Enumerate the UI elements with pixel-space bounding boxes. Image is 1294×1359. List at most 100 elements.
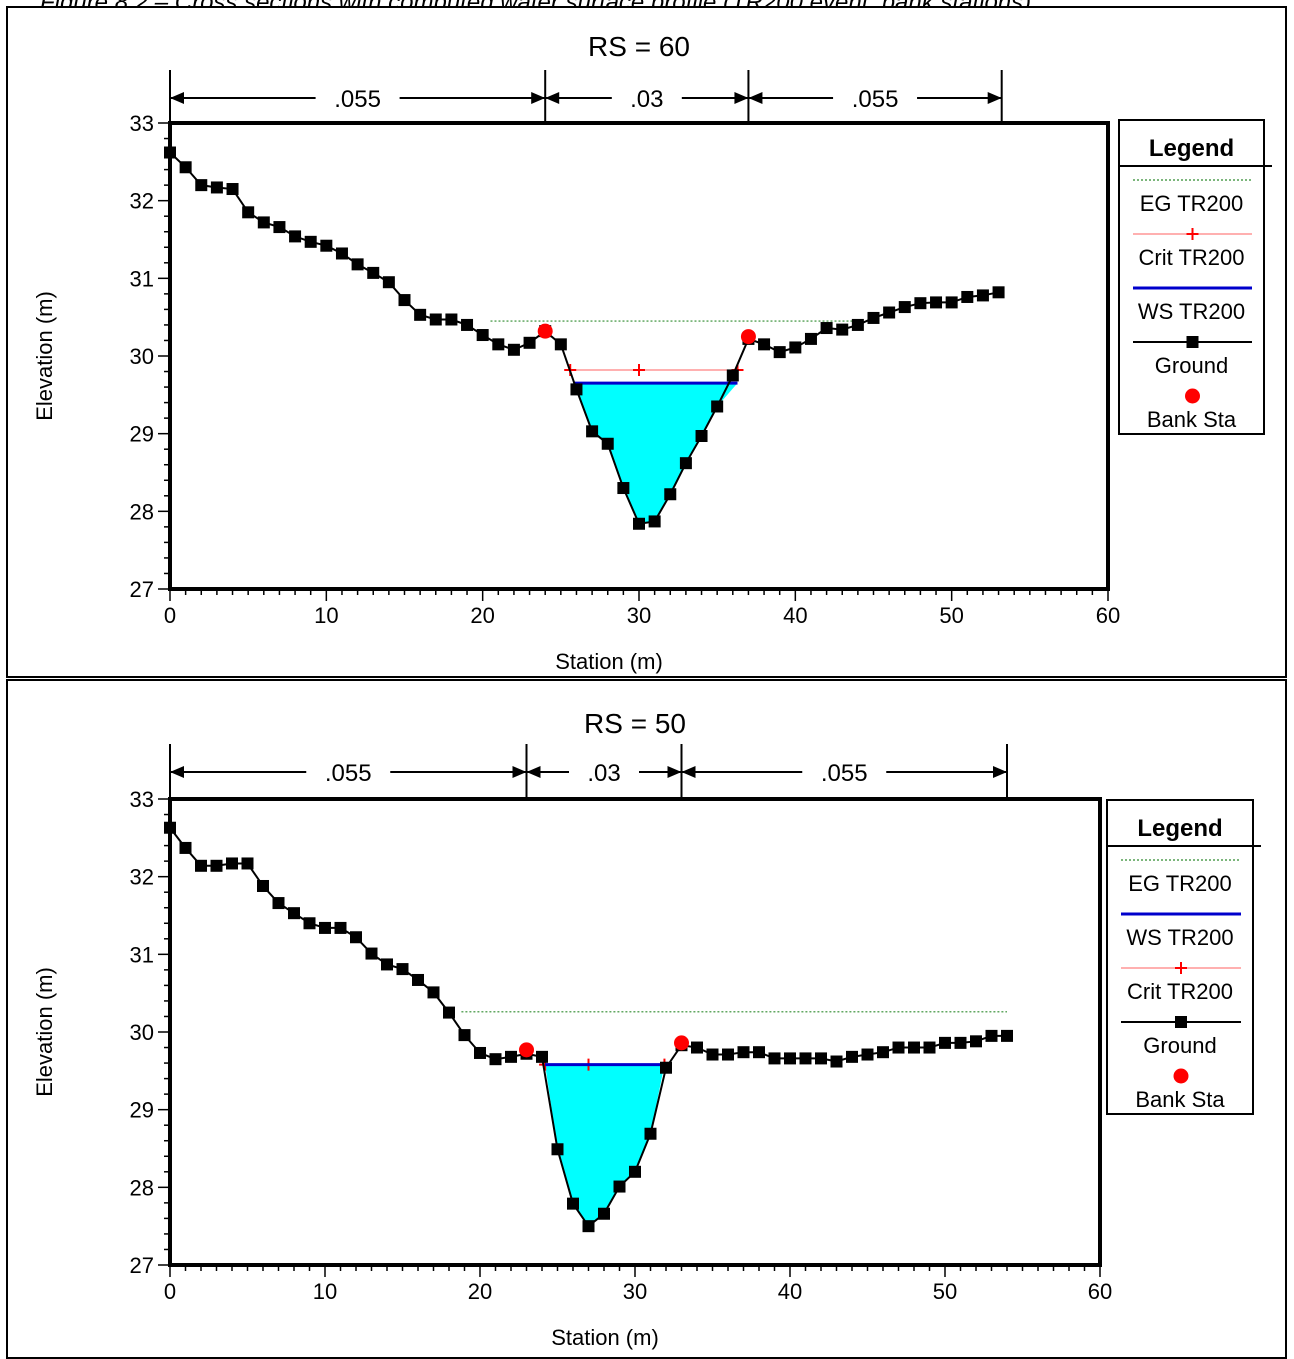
ground-point (551, 1143, 564, 1156)
ground-point (883, 306, 896, 319)
ground-point (226, 183, 239, 196)
y-tick-label: 31 (130, 266, 154, 291)
ground-point (908, 1041, 920, 1054)
roughness-arrowhead (531, 92, 546, 104)
ground-point (598, 1207, 610, 1220)
y-tick-label: 29 (130, 1098, 154, 1123)
ground-point (164, 146, 176, 159)
ground-point (505, 1050, 517, 1063)
cross-section-chart-rs50: RS = 50 .055 .03 .055 0 10 20 30 40 50 60 27 28 29 30 3… (32, 708, 1261, 1350)
ground-point (429, 313, 442, 326)
legend-label-crit: Crit TR200 (1139, 245, 1245, 270)
ground-point (799, 1052, 812, 1065)
ground-point (820, 322, 833, 335)
ground-point (633, 517, 645, 530)
ground-point (507, 343, 520, 356)
ground-point (613, 1180, 626, 1193)
legend-box (1106, 799, 1254, 1115)
bank-station-point (740, 329, 756, 345)
ground-point (461, 318, 474, 331)
ground-point (815, 1052, 827, 1065)
ground-point (210, 181, 223, 194)
ground-point (273, 221, 286, 234)
ground-point (367, 266, 380, 279)
y-tick-label: 29 (130, 422, 154, 447)
ground-point (691, 1041, 703, 1054)
roughness-label-1: .055 (334, 86, 381, 113)
ground-point (195, 179, 208, 192)
ground-point (930, 296, 943, 309)
ground-point (523, 336, 536, 349)
cross-section-chart-rs60: RS = 60 .055 .03 .055 0 10 20 30 40 50 60 27 28 29 30 3… (32, 31, 1272, 674)
ground-point (976, 289, 989, 302)
chart-panel-rs50: RS = 50 .055 .03 .055 0 10 20 30 40 50 60 27 28 29 30 3… (6, 679, 1287, 1359)
ground-point (644, 1127, 657, 1140)
legend-title: Legend (1137, 815, 1222, 842)
ground-point (288, 907, 300, 920)
ground-point (861, 1048, 874, 1061)
ground-point (210, 859, 223, 872)
ground-point (398, 294, 411, 307)
ground-point (334, 921, 347, 934)
ground-point (945, 296, 958, 309)
y-axis-label: Elevation (m) (32, 291, 57, 421)
x-tick-label: 40 (778, 1279, 802, 1304)
plot-area (168, 797, 1102, 1267)
ground-point (226, 857, 238, 870)
bank-station-point (519, 1042, 534, 1058)
roughness-arrowhead (734, 92, 749, 104)
ground-point (458, 1029, 471, 1042)
ground-point (257, 216, 270, 229)
ground-point (768, 1052, 781, 1065)
ground-point (629, 1165, 641, 1178)
chart-panel-rs60: RS = 60 .055 .03 .055 0 10 20 30 40 50 60 27 28 29 30 3… (6, 6, 1287, 678)
legend-label-bank: Bank Sta (1135, 1087, 1225, 1112)
ground-point (753, 1046, 765, 1059)
roughness-arrowhead (545, 92, 560, 104)
roughness-label-2: .03 (587, 760, 620, 787)
legend-label-eg: EG TR200 (1140, 191, 1244, 216)
ground-point (304, 235, 317, 248)
y-tick-label: 33 (130, 111, 154, 136)
ground-point (804, 332, 817, 345)
bank-station-point (674, 1035, 689, 1051)
ground-point (365, 947, 378, 960)
y-tick-label: 30 (130, 1020, 154, 1045)
roughness-arrowhead (512, 766, 527, 778)
ground-point (867, 311, 880, 324)
ground-point (923, 1041, 936, 1054)
ground-point (179, 161, 192, 174)
ground-point (567, 1197, 579, 1210)
x-tick-label: 10 (314, 603, 338, 628)
ground-point (985, 1029, 998, 1042)
legend-label-eg: EG TR200 (1128, 871, 1232, 896)
ground-point (784, 1052, 796, 1065)
roughness-arrowhead (987, 92, 1002, 104)
ground-point (445, 313, 458, 326)
x-tick-label: 20 (468, 1279, 492, 1304)
ground-point (335, 247, 348, 260)
ground-point (474, 1046, 486, 1059)
ground-point (722, 1048, 734, 1061)
legend-title: Legend (1149, 135, 1234, 162)
x-axis-label: Station (m) (551, 1325, 659, 1350)
chart-title: RS = 50 (584, 708, 686, 739)
x-tick-label: 40 (783, 603, 807, 628)
ground-point (427, 986, 440, 999)
ground-point (382, 276, 395, 289)
ground-point (289, 230, 302, 243)
ground-point (554, 338, 567, 351)
legend-label-ws: WS TR200 (1126, 925, 1233, 950)
legend-box (1118, 119, 1265, 435)
roughness-arrowhead (667, 766, 682, 778)
ground-point (179, 841, 192, 854)
legend-label-ground: Ground (1155, 353, 1228, 378)
ground-point (272, 897, 285, 910)
ground-point (664, 488, 677, 501)
ground-point (319, 921, 331, 934)
y-axis-label: Elevation (m) (32, 967, 57, 1097)
ground-point (695, 429, 708, 442)
ground-point (758, 338, 771, 351)
ground-point (711, 400, 724, 413)
ground-point (1001, 1029, 1013, 1042)
